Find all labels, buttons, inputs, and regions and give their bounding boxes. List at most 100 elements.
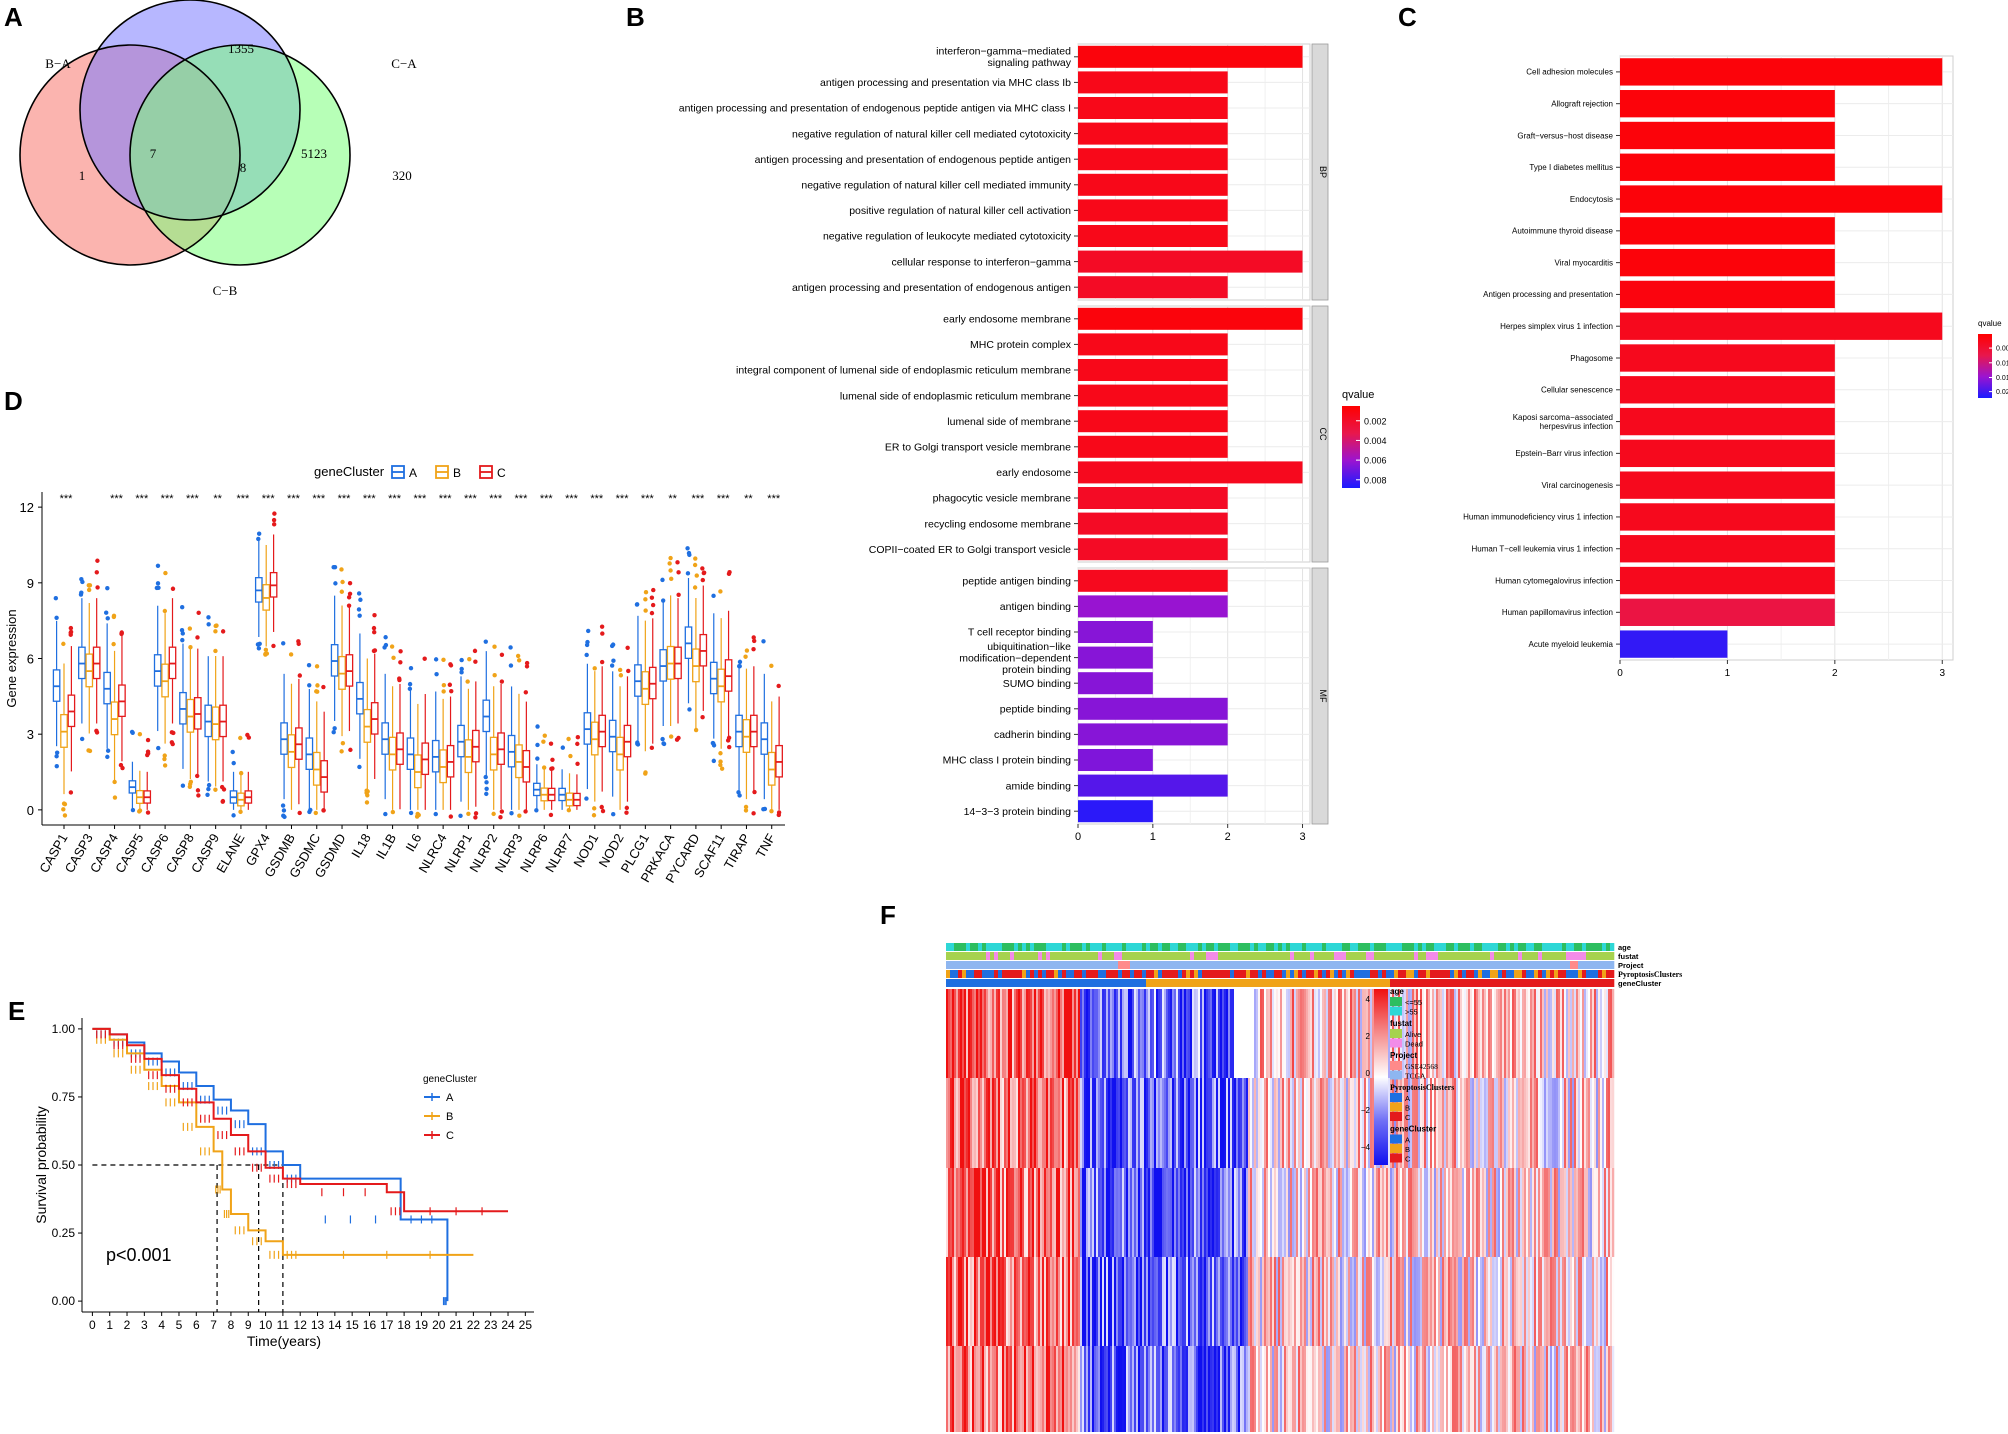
annotation-cell [982,943,987,951]
heatmap-cell [1600,1346,1603,1432]
annotation-cell [1378,961,1383,969]
heatmap-cell [1384,1168,1387,1257]
heatmap-cell [1462,1078,1465,1168]
heatmap-cell [972,1168,975,1257]
annotation-cell [1450,979,1455,987]
annotation-cell [1350,970,1355,978]
heatmap-cell [1544,1257,1547,1346]
significance-label: *** [363,493,377,505]
heatmap-cell [1574,989,1577,1078]
facet-strip [1311,305,1329,563]
annotation-cell [1082,970,1087,978]
annotation-cell [1418,952,1423,960]
x-tick-label: 24 [501,1318,515,1332]
annotation-cell [1270,979,1275,987]
heatmap-cell [962,1168,965,1257]
annotation-cell [1314,952,1319,960]
heatmap-cell [1064,1168,1067,1257]
heatmap-cell [1062,1078,1065,1168]
heatmap-cell [1512,1078,1515,1168]
heatmap-cell [1130,1078,1133,1168]
annotation-cell [1410,943,1415,951]
heatmap-cell [1288,1346,1291,1432]
outlier-point [221,787,227,792]
annotation-cell [1454,961,1459,969]
heatmap-cell [1466,1078,1469,1168]
annotation-cell [1070,979,1075,987]
heatmap-cell [1138,1257,1141,1346]
annotation-cell [1450,943,1455,951]
heatmap-cell [1266,1078,1269,1168]
annotation-cell [1026,952,1031,960]
heatmap-cell [1156,989,1159,1078]
heatmap-cell [1492,1168,1495,1257]
annotation-cell [1286,979,1291,987]
annotation-cell [1326,970,1331,978]
heatmap-cell [1216,989,1219,1078]
outlier-point [548,741,554,746]
outlier-point [610,642,616,647]
heatmap-cell [976,1257,979,1346]
annotation-cell [1550,943,1555,951]
heatmap-cell [1184,989,1187,1078]
annotation-cell [1414,943,1419,951]
x-tick-label: 15 [345,1318,359,1332]
legend-item-label: <=55 [1405,998,1422,1007]
heatmap-cell [1372,1346,1375,1432]
outlier-point [643,597,648,602]
heatmap-cell [1164,1257,1167,1346]
heatmap-cell [1376,1257,1379,1346]
heatmap-cell [972,1346,975,1432]
heatmap-cell [1490,1078,1493,1168]
heatmap-cell [1578,1078,1581,1168]
annotation-cell [1382,961,1387,969]
legend-group-title: geneCluster [1390,1125,1436,1134]
heatmap-cell [1206,1346,1209,1432]
heatmap-cell [1310,1346,1313,1432]
annotation-cell [1142,952,1147,960]
annotation-cell [1318,952,1323,960]
heatmap-cell [1594,1168,1597,1257]
heatmap-cell [1602,1168,1605,1257]
heatmap-cell [1028,989,1031,1078]
annotation-cell [1094,970,1099,978]
heatmap-cell [996,1257,999,1346]
annotation-cell [1370,970,1375,978]
heatmap-cell [1516,989,1519,1078]
heatmap-cell [1030,989,1033,1078]
heatmap-cell [1448,1257,1451,1346]
legend-group-title: age [1390,987,1404,996]
heatmap-cell [1418,1346,1421,1432]
heatmap-cell [1192,1346,1195,1432]
category-label: MHC protein complex [970,339,1072,351]
heatmap-cell [1056,1168,1059,1257]
annotation-cell [966,952,971,960]
annotation-cell [1538,979,1543,987]
heatmap-cell [1208,1168,1211,1257]
heatmap-cell [1610,1257,1613,1346]
annotation-cell [1110,943,1115,951]
annotation-cell [1474,943,1479,951]
heatmap-cell [1308,989,1311,1078]
outlier-point [694,573,699,578]
annotation-cell [1222,970,1227,978]
category-label: Cell adhesion molecules [1526,68,1613,77]
heatmap-cell [980,1168,983,1257]
annotation-cell [1470,970,1475,978]
annotation-cell [1026,961,1031,969]
heatmap-cell [1154,1168,1157,1257]
heatmap-cell [1130,1257,1133,1346]
heatmap-cell [1544,1346,1547,1432]
annotation-cell [1162,943,1167,951]
annotation-cell [946,979,951,987]
legend-swatch [1390,1112,1402,1121]
annotation-cell [1058,970,1063,978]
outlier-point [308,807,313,813]
heatmap-cell [1120,1346,1123,1432]
heatmap-cell [992,1257,995,1346]
heatmap-cell [1536,1078,1539,1168]
outlier-point [155,563,161,568]
outlier-point [743,654,748,659]
outlier-point [499,679,505,684]
annotation-cell [1126,970,1131,978]
